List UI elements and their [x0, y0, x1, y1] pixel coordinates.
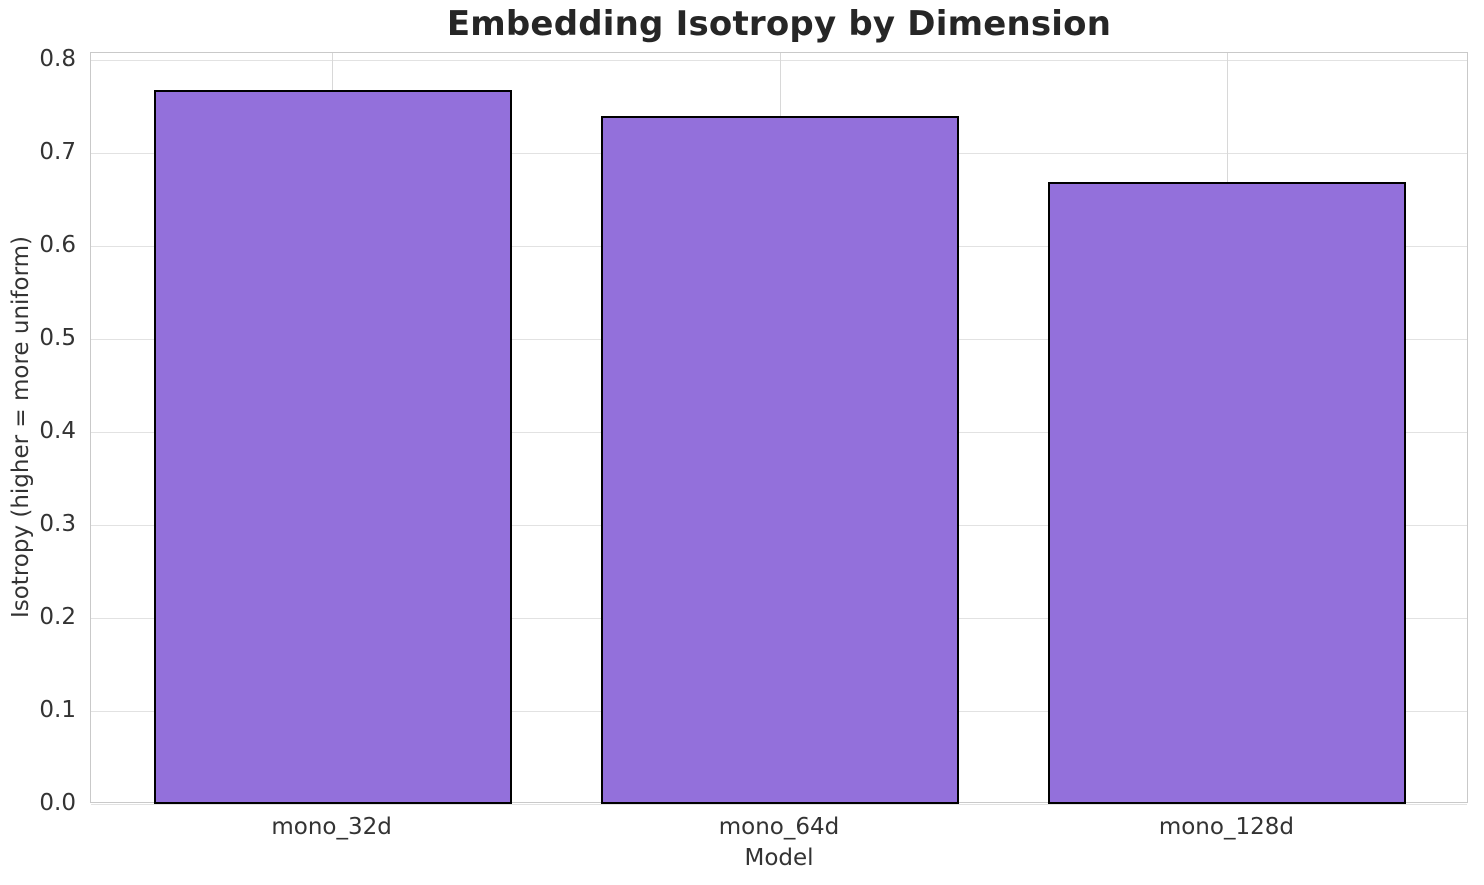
bar-mono_128d [1048, 181, 1407, 804]
x-axis-label: Model [744, 845, 814, 871]
bar-mono_64d [601, 115, 959, 804]
y-tick-label: 0.5 [39, 324, 76, 351]
bar-mono_32d [153, 89, 512, 804]
plot-area [90, 52, 1468, 805]
x-tick-label: mono_64d [718, 814, 840, 840]
gridline-horizontal [91, 59, 1467, 61]
x-tick-label: mono_32d [271, 814, 392, 840]
gridline-horizontal [91, 804, 1467, 805]
y-tick-label: 0.0 [39, 790, 76, 816]
y-tick-label: 0.7 [39, 138, 76, 165]
chart-title: Embedding Isotropy by Dimension [446, 4, 1112, 44]
y-tick-label: 0.3 [39, 510, 76, 537]
y-tick-label: 0.8 [39, 45, 76, 72]
y-tick-label: 0.1 [39, 696, 76, 723]
y-tick-label: 0.6 [39, 231, 76, 258]
y-tick-label: 0.2 [39, 603, 76, 630]
x-tick-label: mono_128d [1158, 814, 1294, 840]
y-tick-label: 0.4 [39, 417, 76, 444]
